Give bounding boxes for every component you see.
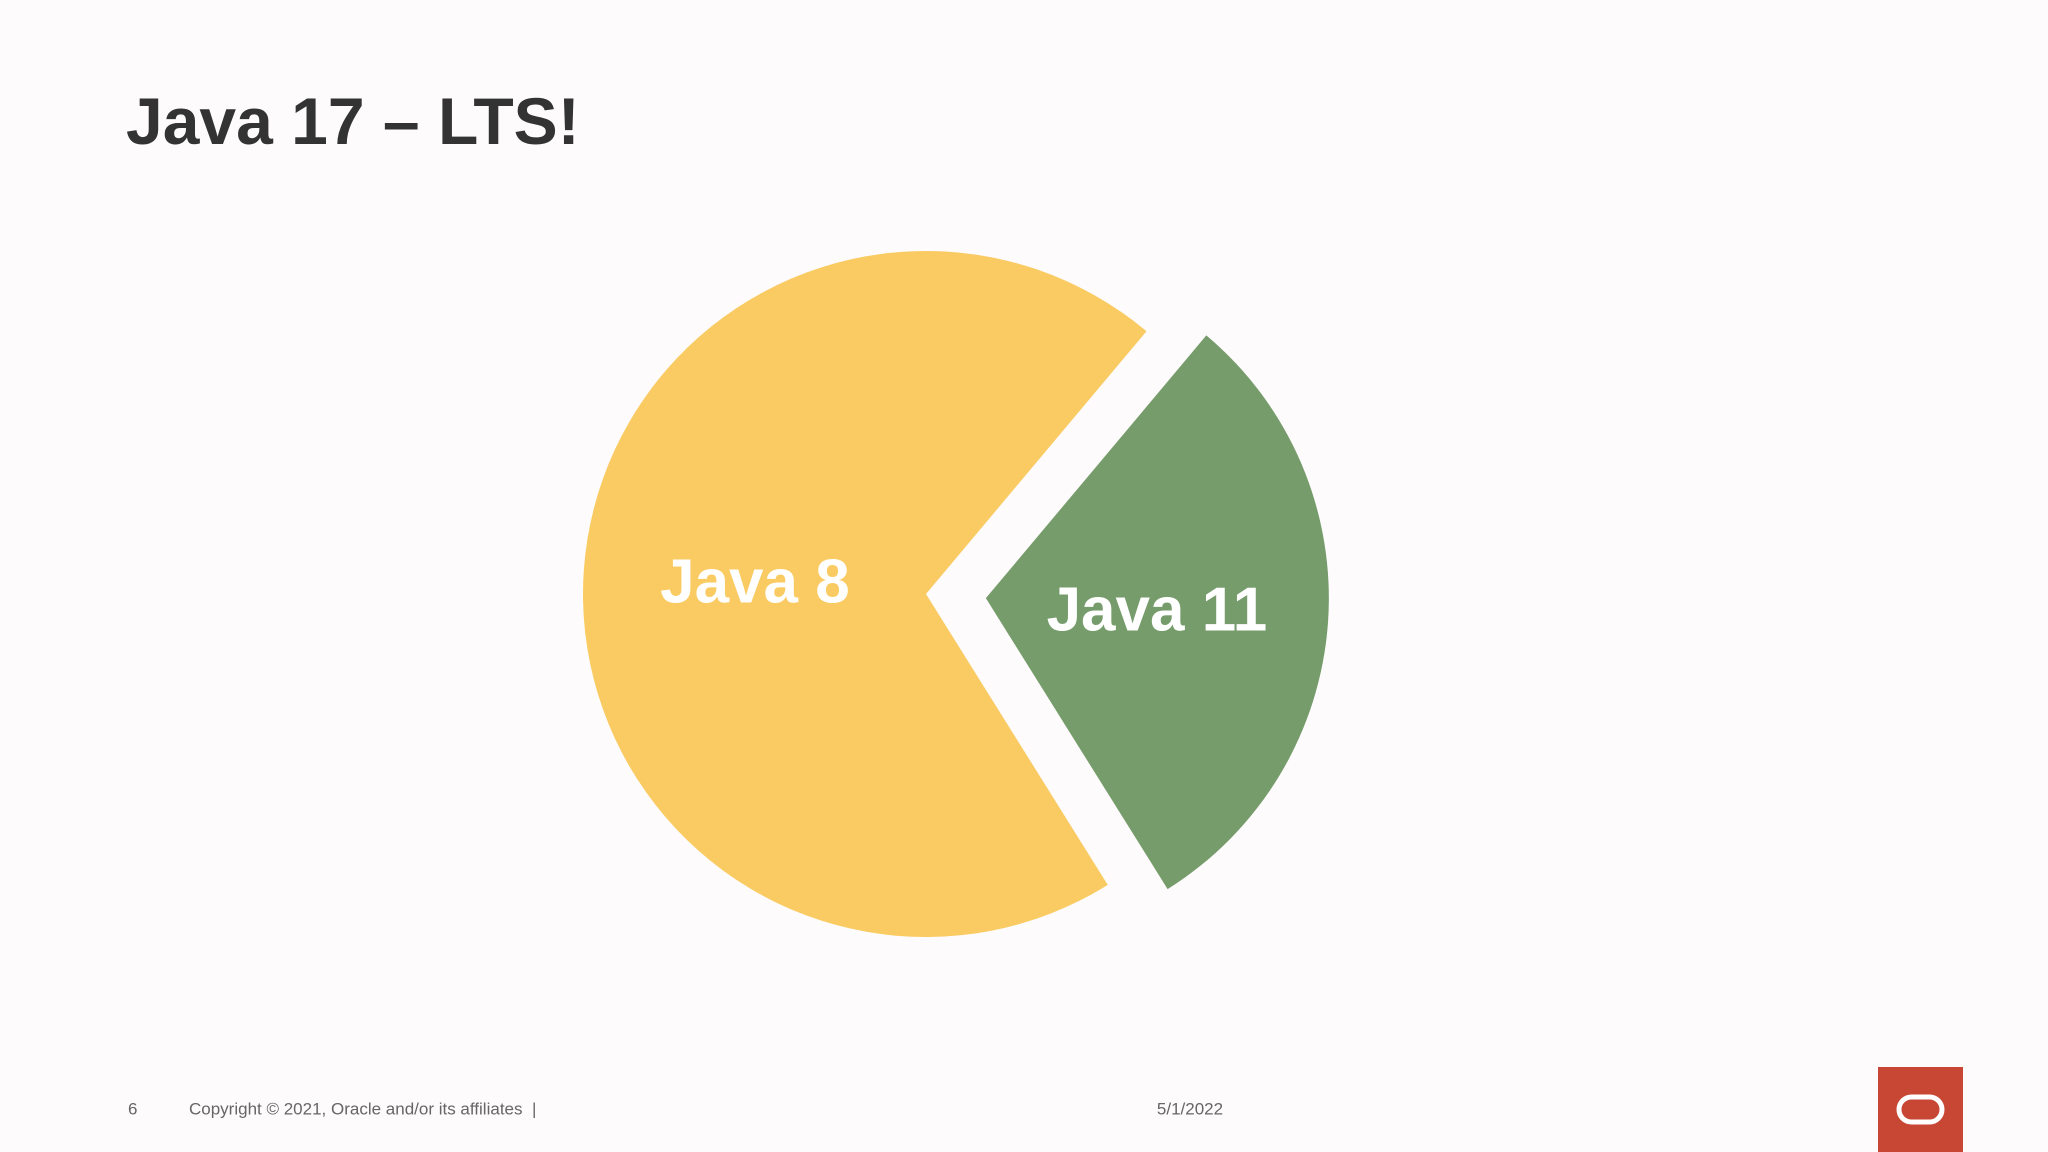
logo-mark bbox=[1896, 1094, 1945, 1125]
logo-box bbox=[1878, 1067, 1963, 1152]
pie-slice bbox=[985, 335, 1329, 890]
pie-slice bbox=[583, 251, 1147, 937]
pie-chart: Java 8 Java 11 bbox=[583, 251, 1329, 937]
slice-label: Java 8 bbox=[660, 547, 850, 616]
page-number: 6 bbox=[128, 1099, 137, 1118]
date: 5/1/2022 bbox=[1157, 1099, 1223, 1118]
oracle-logo bbox=[1878, 1067, 1963, 1152]
copyright: Copyright © 2021, Oracle and/or its affi… bbox=[189, 1099, 536, 1118]
slide-title: Java 17 – LTS! bbox=[126, 84, 580, 158]
slice-label: Java 11 bbox=[1047, 576, 1268, 645]
